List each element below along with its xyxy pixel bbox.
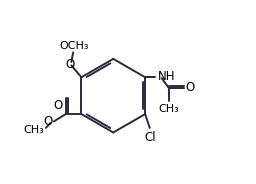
- Text: CH₃: CH₃: [23, 125, 44, 135]
- Text: OCH₃: OCH₃: [59, 41, 89, 51]
- Text: NH: NH: [158, 70, 176, 83]
- Text: O: O: [186, 81, 195, 94]
- Text: Cl: Cl: [144, 131, 156, 144]
- Text: O: O: [66, 58, 75, 71]
- Text: O: O: [53, 99, 62, 112]
- Text: CH₃: CH₃: [159, 104, 179, 114]
- Text: O: O: [44, 116, 53, 128]
